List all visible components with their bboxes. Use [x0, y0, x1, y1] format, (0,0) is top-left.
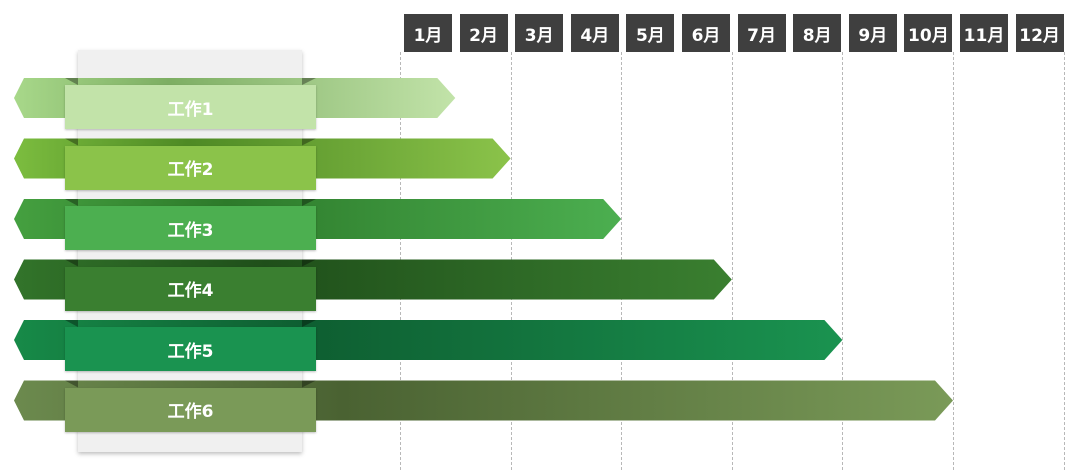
ribbon-fold — [65, 138, 78, 146]
gridline — [1063, 52, 1065, 470]
task-label: 工作4 — [65, 266, 316, 311]
ribbon-fold — [65, 78, 78, 85]
month-label: 9月 — [848, 14, 897, 52]
ribbon-fold — [302, 320, 316, 327]
month-label: 6月 — [682, 14, 730, 52]
task-label: 工作5 — [65, 327, 316, 371]
ribbon-fold — [65, 380, 78, 388]
month-label: 12月 — [1015, 14, 1064, 52]
month-label: 7月 — [737, 14, 786, 52]
ribbon-fold — [65, 320, 78, 327]
gridline — [731, 52, 733, 470]
task-label: 工作1 — [65, 85, 316, 129]
month-label: 11月 — [960, 14, 1008, 52]
gridline — [953, 52, 954, 470]
month-label: 4月 — [570, 14, 619, 52]
month-label: 10月 — [904, 14, 953, 52]
ribbon-fold — [302, 78, 316, 85]
gridline — [842, 52, 844, 470]
task-label: 工作2 — [65, 145, 316, 190]
month-label: 8月 — [793, 14, 842, 52]
task-label: 工作6 — [65, 387, 316, 432]
ribbon-fold — [65, 259, 78, 267]
ribbon-fold — [302, 138, 316, 146]
ribbon-fold — [302, 199, 316, 206]
task-label: 工作3 — [65, 206, 316, 250]
ribbon-fold — [302, 380, 316, 388]
ribbon-fold — [302, 259, 316, 267]
month-label: 3月 — [515, 14, 564, 52]
ribbon-fold — [65, 199, 78, 206]
month-label: 1月 — [404, 14, 452, 52]
month-label: 2月 — [459, 14, 508, 52]
month-label: 5月 — [626, 14, 675, 52]
